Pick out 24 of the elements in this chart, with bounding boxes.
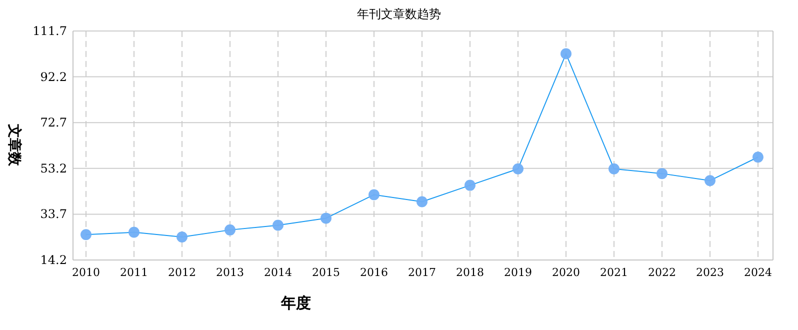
x-tick-label: 2018 — [456, 266, 484, 279]
x-tick-label: 2010 — [72, 266, 100, 279]
y-axis-title: 文章数 — [6, 123, 23, 167]
x-tick-label: 2020 — [552, 266, 580, 279]
x-tick-label: 2022 — [648, 266, 676, 279]
y-tick-label: 92.2 — [40, 70, 67, 84]
x-tick-label: 2017 — [408, 266, 436, 279]
x-tick-label: 2021 — [600, 266, 628, 279]
x-tick-label: 2015 — [312, 266, 340, 279]
x-axis-title: 年度 — [280, 294, 311, 312]
chart-title: 年刊文章数趋势 — [357, 7, 441, 21]
x-tick-label: 2024 — [744, 266, 772, 279]
x-tick-label: 2012 — [168, 266, 196, 279]
y-tick-label: 53.2 — [40, 161, 67, 176]
x-tick-label: 2013 — [216, 266, 244, 279]
x-tick-label: 2023 — [696, 266, 724, 279]
x-tick-label: 2019 — [504, 266, 532, 279]
y-tick-label: 14.2 — [40, 253, 67, 267]
y-tick-label: 72.7 — [40, 116, 67, 130]
y-tick-label: 111.7 — [32, 24, 67, 38]
x-tick-label: 2014 — [264, 266, 292, 279]
y-tick-label: 33.7 — [40, 207, 67, 222]
x-tick-label: 2016 — [360, 266, 388, 279]
x-tick-label: 2011 — [120, 266, 148, 279]
